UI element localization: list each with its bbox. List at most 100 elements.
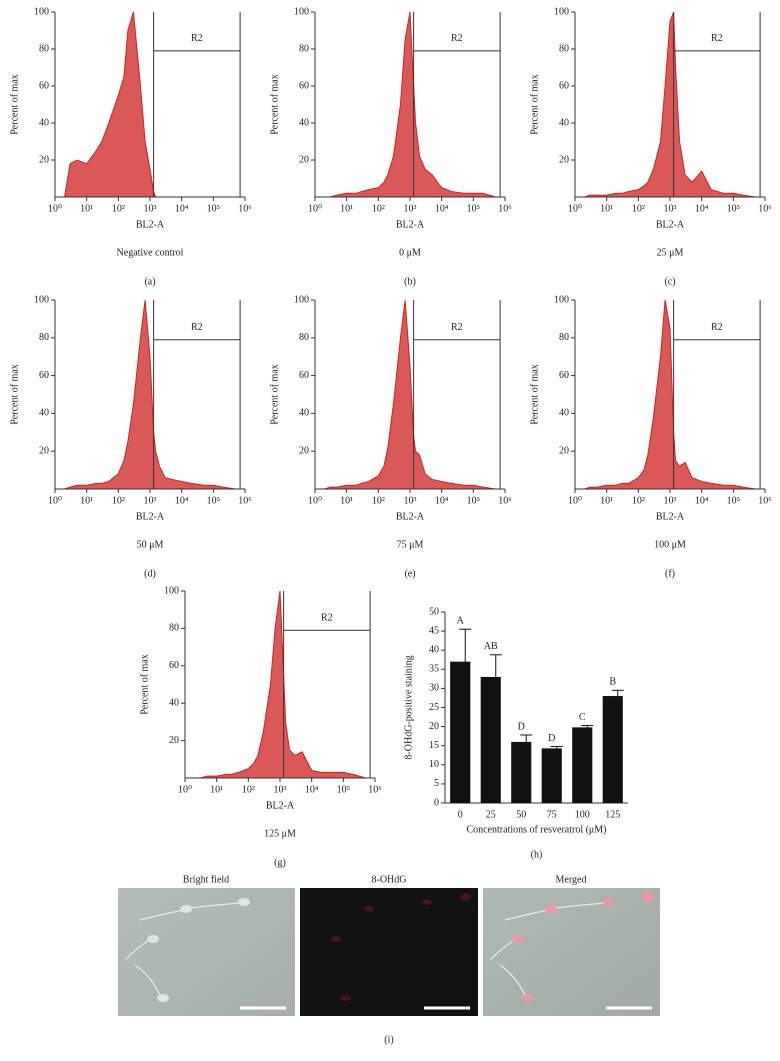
x-tick-label: 10³ bbox=[404, 203, 417, 214]
x-tick-label: 10³ bbox=[664, 203, 677, 214]
x-tick-label: 10⁴ bbox=[435, 495, 449, 506]
significance-label: D bbox=[548, 733, 555, 744]
x-tick-label: 25 bbox=[486, 809, 496, 820]
x-tick-label: 10⁵ bbox=[207, 203, 221, 214]
x-axis-label: BL2-A bbox=[396, 219, 425, 230]
x-axis-label: BL2-A bbox=[266, 800, 295, 811]
y-tick-label: 60 bbox=[169, 660, 179, 671]
y-tick-label: 60 bbox=[39, 80, 49, 91]
y-tick-label: 80 bbox=[39, 332, 49, 343]
x-tick-label: 10⁵ bbox=[207, 495, 221, 506]
merged-image bbox=[483, 888, 660, 1016]
x-tick-label: 10¹ bbox=[80, 495, 93, 506]
gate-label: R2 bbox=[191, 33, 203, 44]
y-tick-label: 45 bbox=[429, 625, 439, 636]
x-tick-label: 10⁰ bbox=[48, 495, 62, 506]
panel-label: (e) bbox=[404, 568, 415, 579]
x-tick-label: 10⁶ bbox=[498, 203, 512, 214]
y-tick-label: 80 bbox=[299, 43, 309, 54]
y-tick-label: 80 bbox=[559, 43, 569, 54]
y-axis-label: Percent of max bbox=[139, 654, 150, 715]
y-tick-label: 100 bbox=[294, 6, 309, 17]
sperm-heads-fluorescent bbox=[331, 893, 471, 1001]
gate-label: R2 bbox=[711, 33, 723, 44]
x-axis-label: BL2-A bbox=[136, 511, 165, 522]
x-tick-label: 10⁶ bbox=[238, 495, 252, 506]
significance-label: D bbox=[518, 721, 525, 732]
y-axis-label: Percent of max bbox=[529, 74, 540, 135]
y-tick-label: 25 bbox=[429, 702, 439, 713]
y-tick-label: 60 bbox=[299, 80, 309, 91]
histogram bbox=[315, 11, 496, 198]
caption: 0 μM bbox=[399, 247, 421, 258]
histogram bbox=[55, 299, 236, 490]
y-tick-label: 0 bbox=[434, 797, 439, 808]
caption: 125 μM bbox=[264, 828, 296, 839]
x-axis-label: BL2-A bbox=[136, 219, 165, 230]
bar bbox=[541, 748, 562, 803]
image-label: Bright field bbox=[183, 874, 229, 885]
x-tick-label: 10⁰ bbox=[308, 203, 322, 214]
caption: 25 μM bbox=[657, 247, 684, 258]
y-tick-label: 60 bbox=[39, 370, 49, 381]
y-tick-label: 80 bbox=[299, 332, 309, 343]
x-tick-label: 10⁴ bbox=[695, 495, 709, 506]
histogram bbox=[55, 11, 236, 198]
y-tick-label: 50 bbox=[429, 606, 439, 617]
y-tick-label: 20 bbox=[299, 154, 309, 165]
histogram bbox=[185, 590, 366, 779]
x-tick-label: 10³ bbox=[144, 203, 157, 214]
y-tick-label: 80 bbox=[169, 623, 179, 634]
y-tick-label: 100 bbox=[34, 294, 49, 305]
significance-label: A bbox=[457, 615, 465, 626]
bright-field-image bbox=[118, 888, 295, 1016]
x-tick-label: 10¹ bbox=[600, 203, 613, 214]
x-tick-label: 10⁴ bbox=[175, 495, 189, 506]
x-tick-label: 10² bbox=[242, 784, 255, 795]
x-tick-label: 10⁰ bbox=[308, 495, 322, 506]
y-tick-label: 40 bbox=[39, 117, 49, 128]
significance-label: C bbox=[579, 712, 586, 723]
x-tick-label: 10³ bbox=[404, 495, 417, 506]
y-tick-label: 5 bbox=[434, 778, 439, 789]
y-tick-label: 20 bbox=[169, 735, 179, 746]
significance-label: B bbox=[609, 677, 616, 688]
sperm-heads bbox=[147, 898, 250, 1002]
gate-label: R2 bbox=[711, 322, 723, 333]
x-tick-label: 10¹ bbox=[340, 495, 353, 506]
y-tick-label: 100 bbox=[294, 294, 309, 305]
y-tick-label: 100 bbox=[554, 6, 569, 17]
y-tick-label: 100 bbox=[554, 294, 569, 305]
x-tick-label: 10⁴ bbox=[305, 784, 319, 795]
y-axis-label: Percent of max bbox=[9, 364, 20, 425]
panel-label: (h) bbox=[531, 849, 543, 860]
x-tick-label: 10² bbox=[372, 203, 385, 214]
x-tick-label: 10¹ bbox=[80, 203, 93, 214]
panel-label: (g) bbox=[274, 857, 286, 868]
caption: 75 μM bbox=[397, 539, 424, 550]
x-tick-label: 10⁵ bbox=[337, 784, 351, 795]
x-tick-label: 0 bbox=[458, 809, 463, 820]
panel-label: (i) bbox=[384, 1034, 393, 1045]
y-tick-label: 40 bbox=[559, 117, 569, 128]
histogram bbox=[315, 299, 496, 490]
x-tick-label: 10⁰ bbox=[178, 784, 192, 795]
x-tick-label: 10¹ bbox=[210, 784, 223, 795]
x-axis-label: Concentrations of resveratrol (μM) bbox=[466, 824, 606, 835]
y-tick-label: 40 bbox=[39, 408, 49, 419]
x-tick-label: 10⁶ bbox=[758, 203, 772, 214]
histogram bbox=[575, 299, 756, 490]
x-tick-label: 10³ bbox=[664, 495, 677, 506]
significance-label: AB bbox=[484, 641, 498, 652]
caption: 100 μM bbox=[654, 539, 686, 550]
x-tick-label: 10⁰ bbox=[48, 203, 62, 214]
y-axis-label: Percent of max bbox=[269, 364, 280, 425]
x-tick-label: 10² bbox=[632, 495, 645, 506]
x-tick-label: 10² bbox=[112, 495, 125, 506]
x-axis-label: BL2-A bbox=[656, 511, 685, 522]
x-tick-label: 10⁵ bbox=[467, 495, 481, 506]
x-tick-label: 10⁰ bbox=[568, 495, 582, 506]
y-tick-label: 20 bbox=[299, 445, 309, 456]
y-tick-label: 35 bbox=[429, 664, 439, 675]
sperm-outlines bbox=[124, 902, 606, 996]
